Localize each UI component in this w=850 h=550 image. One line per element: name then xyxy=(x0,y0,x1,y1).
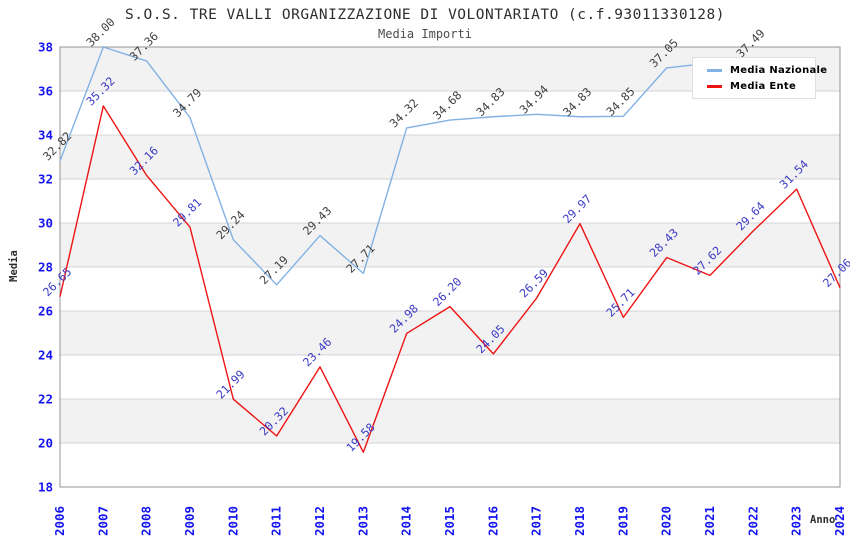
svg-text:38.00: 38.00 xyxy=(83,15,117,49)
svg-text:2016: 2016 xyxy=(485,506,500,536)
chart-subtitle: Media Importi xyxy=(378,27,472,41)
svg-text:2010: 2010 xyxy=(225,506,240,536)
svg-text:26.20: 26.20 xyxy=(430,275,464,309)
svg-text:2014: 2014 xyxy=(399,506,414,536)
svg-text:2021: 2021 xyxy=(702,506,717,536)
svg-text:2008: 2008 xyxy=(139,506,154,536)
svg-text:2020: 2020 xyxy=(659,506,674,536)
svg-text:2018: 2018 xyxy=(572,506,587,536)
svg-text:2009: 2009 xyxy=(182,506,197,536)
svg-text:38: 38 xyxy=(38,40,53,55)
svg-text:22: 22 xyxy=(38,392,53,407)
svg-text:2015: 2015 xyxy=(442,506,457,536)
svg-text:34.68: 34.68 xyxy=(430,88,464,122)
legend-swatch-nazionale xyxy=(707,68,722,72)
svg-text:2011: 2011 xyxy=(269,506,284,536)
svg-text:2006: 2006 xyxy=(52,506,67,536)
svg-text:2007: 2007 xyxy=(95,506,110,536)
svg-text:2012: 2012 xyxy=(312,506,327,536)
svg-text:2019: 2019 xyxy=(615,506,630,536)
svg-text:2017: 2017 xyxy=(529,506,544,536)
svg-text:36: 36 xyxy=(38,84,53,99)
svg-text:26: 26 xyxy=(38,304,53,319)
legend-swatch-ente xyxy=(707,84,722,88)
legend: Media Nazionale Media Ente xyxy=(692,57,827,99)
svg-text:32: 32 xyxy=(38,172,53,187)
svg-text:18: 18 xyxy=(38,480,53,495)
legend-label: Media Nazionale xyxy=(730,64,828,76)
x-axis-title: Anno xyxy=(810,514,836,526)
svg-text:21.99: 21.99 xyxy=(213,367,247,401)
svg-text:2023: 2023 xyxy=(789,506,804,536)
svg-text:34.32: 34.32 xyxy=(387,96,421,130)
legend-label: Media Ente xyxy=(730,80,797,92)
legend-item-media-nazionale: Media Nazionale xyxy=(693,62,827,78)
svg-text:30: 30 xyxy=(38,216,53,231)
chart-title: S.O.S. TRE VALLI ORGANIZZAZIONE DI VOLON… xyxy=(125,7,725,23)
svg-text:24: 24 xyxy=(38,348,53,363)
svg-text:2013: 2013 xyxy=(355,506,370,536)
svg-text:2024: 2024 xyxy=(832,506,847,536)
svg-text:29.97: 29.97 xyxy=(560,192,594,226)
svg-text:28: 28 xyxy=(38,260,53,275)
svg-text:34: 34 xyxy=(38,128,53,143)
legend-item-media-ente: Media Ente xyxy=(693,78,815,94)
svg-text:2022: 2022 xyxy=(745,506,760,536)
svg-text:20: 20 xyxy=(38,436,53,451)
